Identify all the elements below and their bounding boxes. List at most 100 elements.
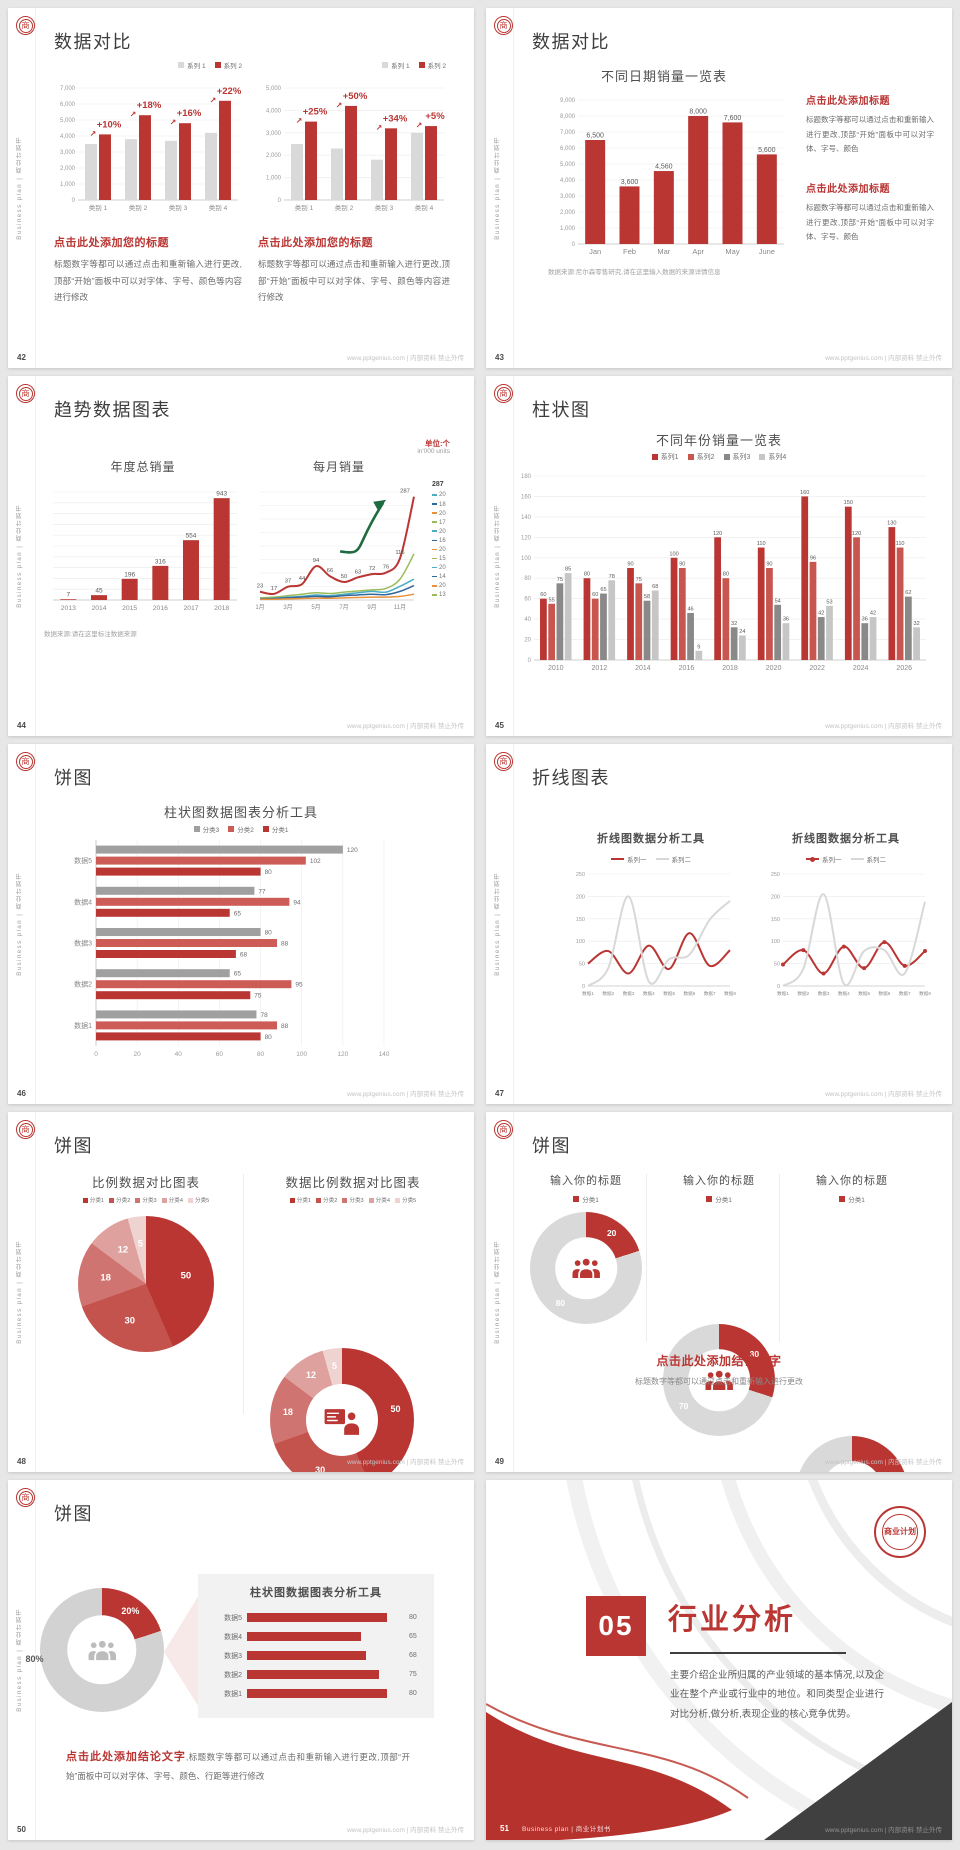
- chart-label: 130: [887, 521, 896, 527]
- section-title: 行业分析: [668, 1604, 797, 1636]
- chart-label: +5%: [425, 111, 445, 122]
- chart-label: 9月: [367, 604, 376, 611]
- unit-label: 单位:个: [425, 439, 450, 448]
- slide-43[interactable]: 商 Business plan | 商业计划书 数据对比 不同日期销量一览表 0…: [486, 8, 952, 368]
- bar: [782, 623, 790, 660]
- brand-logo-char: 商: [18, 386, 33, 401]
- chart-label: 1,000: [266, 176, 282, 182]
- bar-chart-left: 0 1,000 2,000 3,000 4,000 5,000 6,000 7,000 类别 1…: [48, 70, 242, 221]
- chart-label: 2012: [592, 665, 608, 672]
- series-end-label: 20: [432, 582, 446, 590]
- sidebar-vertical-text: Business plan | 商业计划书: [16, 504, 23, 608]
- series-end-label: 20: [432, 510, 446, 518]
- chart-label: 数据1: [74, 1021, 92, 1030]
- brand-logo-char: 商: [18, 754, 33, 769]
- legend-item: 分类1: [706, 1194, 732, 1204]
- sidebar-strip: Business plan | 商业计划书: [486, 8, 508, 368]
- footer-url: www.pptgenius.com | 内部资料 禁止外传: [347, 723, 464, 730]
- slide-46[interactable]: 商 Business plan | 商业计划书 饼图 柱状图数据图表分析工具 分…: [8, 744, 474, 1104]
- slide-42[interactable]: 商 Business plan | 商业计划书 数据对比 系列 1 系列 2 系列…: [8, 8, 474, 368]
- bar: [179, 123, 191, 200]
- bar: [670, 557, 678, 660]
- chart-label: 数据5: [74, 856, 92, 865]
- chart-label: 3,000: [560, 194, 576, 200]
- slide-47[interactable]: 商 Business plan | 商业计划书 折线图表 折线图数据分析工具 折…: [486, 744, 952, 1104]
- bar: [730, 627, 738, 660]
- chart-label: 140: [379, 1051, 390, 1058]
- chart-title: 不同年份销量一览表: [655, 433, 782, 448]
- chart-label: 80: [723, 572, 729, 578]
- bar: [869, 617, 877, 660]
- data-point-marker: [574, 1260, 581, 1267]
- brand-logo-icon: 商: [16, 16, 35, 35]
- chart-label: ↗: [296, 117, 303, 126]
- chart-label: 55: [549, 597, 555, 603]
- chart-label: 3,600: [621, 179, 639, 186]
- bar: [99, 134, 111, 200]
- chart-label: 58: [644, 594, 650, 600]
- divider: [779, 1174, 780, 1342]
- slide-45[interactable]: 商 Business plan | 商业计划书 柱状图 不同年份销量一览表 系列…: [486, 376, 952, 736]
- divider: [35, 1480, 36, 1840]
- chart-label: 250: [576, 872, 585, 878]
- legend-item: 分类2: [316, 1196, 337, 1204]
- people-icon: [572, 1259, 600, 1279]
- bar: [540, 598, 547, 660]
- text-block: 点击此处添加您的标题 标题数字等都可以通过点击和重新输入进行更改,顶部“开始”面…: [258, 234, 450, 306]
- slide-48[interactable]: 商 Business plan | 商业计划书 饼图 比例数据对比图表 数据比例…: [8, 1112, 474, 1472]
- line-series: [725, 1381, 733, 1391]
- chart-label: 类别 2: [129, 203, 148, 212]
- chart-label: 4,000: [560, 178, 576, 184]
- chart-label: 45: [95, 588, 103, 595]
- slide-51[interactable]: 05 行业分析 主要介绍企业所归属的产业领域的基本情况,以及企业在整个产业或行业…: [486, 1480, 952, 1840]
- chart-label: 数据3: [818, 990, 830, 997]
- conclusion-heading: 点击此处添加结论文字: [656, 1354, 782, 1368]
- bar: [96, 867, 261, 876]
- page-number: 51: [500, 1824, 509, 1833]
- bar-chart: 2013 7 2014 45 2015 196 2016 316 2017 554 2018 943: [43, 478, 243, 621]
- chart-label: 94: [293, 899, 301, 906]
- legend-item: 系列一: [611, 854, 647, 864]
- chart-label: 200: [576, 894, 585, 900]
- line-series: [712, 1381, 726, 1391]
- chart-label: 140: [521, 515, 532, 521]
- sidebar-strip: Business plan | 商业计划书: [8, 744, 30, 1104]
- slide-49[interactable]: 商 Business plan | 商业计划书 饼图 输入你的标题 输入你的标题…: [486, 1112, 952, 1472]
- data-point-marker: [724, 1372, 731, 1379]
- page-title: 饼图: [54, 1136, 93, 1156]
- sidebar-vertical-text: Business plan | 商业计划书: [494, 504, 501, 608]
- brand-logo-char: 商: [496, 1122, 511, 1137]
- pie-label: 18: [100, 1272, 111, 1284]
- line-series: [259, 584, 415, 600]
- pie-label: 20: [606, 1227, 617, 1238]
- column-chart: 0 20 40 60 80 100 120 140 160 180 2010 60 55 75 85 2012…: [508, 466, 932, 681]
- slide-44[interactable]: 商 Business plan | 商业计划书 趋势数据图表 单位:个 in'0…: [8, 376, 474, 736]
- chart-label: 数据3: [74, 939, 92, 948]
- chart-label: 80: [524, 576, 531, 582]
- chart-label: 类别 4: [209, 203, 228, 212]
- chart-label: 36: [783, 617, 789, 623]
- chart-label: 90: [679, 562, 685, 568]
- footer-brand: Business plan | 商业计划书: [522, 1826, 611, 1833]
- data-point-marker: [107, 1642, 114, 1649]
- bar: [722, 122, 743, 244]
- conclusion-body: 标题数字等都可以通过点击和重新输入进行更改: [635, 1377, 803, 1386]
- chart-label: +10%: [97, 119, 122, 130]
- chart-label: 数据1: [582, 990, 594, 997]
- chart-label: ↗: [170, 118, 177, 127]
- bar: [619, 186, 640, 244]
- slide-50[interactable]: 商 Business plan | 商业计划书 饼图 20% 80% 柱状图数据图…: [8, 1480, 474, 1840]
- chart-label: 9: [697, 644, 700, 650]
- footer-url: www.pptgenius.com | 内部资料 禁止外传: [347, 355, 464, 362]
- chart-label: 类别 1: [295, 203, 314, 212]
- chart-title: 数据比例数据对比图表: [285, 1176, 421, 1190]
- chart-label: 1月: [255, 604, 264, 611]
- arrow-shape: [164, 1590, 202, 1712]
- legend-item: 系列二: [850, 854, 886, 864]
- line-chart-left: 0 50 100 150 200 250 数据1 数据2 数据3 数据4 数据5 数据6 数据7 数据8: [566, 868, 738, 1007]
- page-number: 43: [495, 353, 504, 362]
- bar: [653, 171, 674, 244]
- chart-label: 110: [896, 541, 905, 547]
- legend-item: 系列2: [687, 452, 715, 462]
- chart-label: 数据1: [777, 990, 789, 997]
